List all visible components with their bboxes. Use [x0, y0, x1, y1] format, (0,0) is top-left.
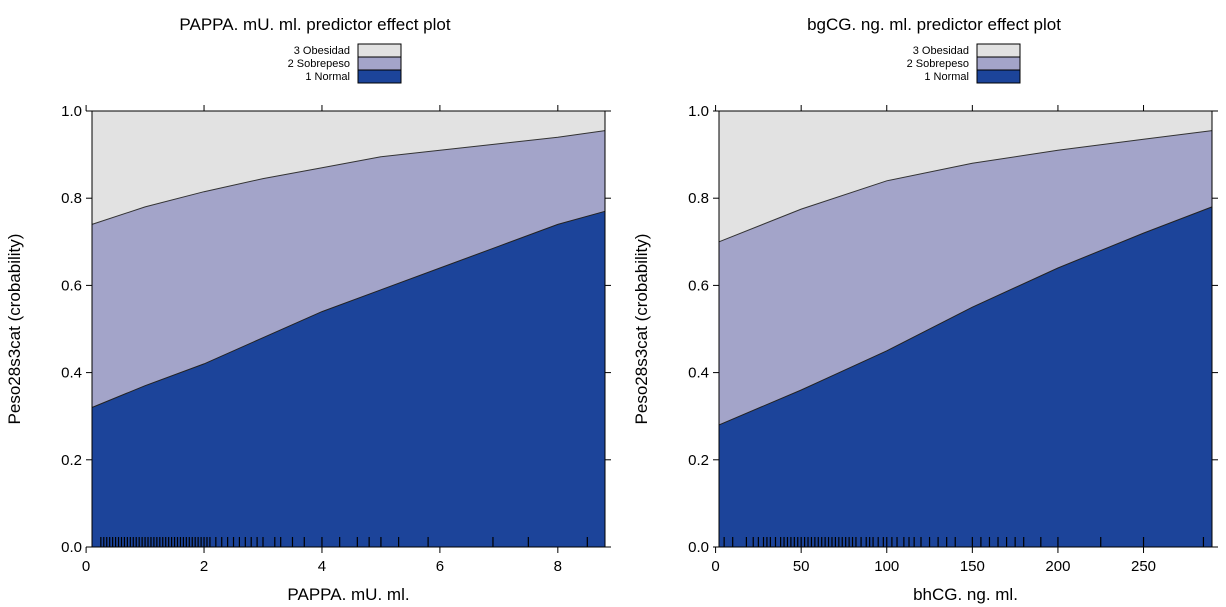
y-tick-label: 0.8	[688, 190, 709, 207]
legend-label: 2 Sobrepeso	[907, 58, 969, 70]
legend-label: 1 Normal	[305, 71, 350, 83]
x-axis-label: PAPPA. mU. ml.	[287, 585, 409, 604]
y-axis-label: Peso28s3cat (crobability)	[632, 234, 651, 425]
y-tick-label: 0.0	[61, 539, 82, 556]
y-tick-label: 0.4	[61, 365, 82, 382]
x-tick-label: 4	[318, 558, 326, 575]
x-tick-label: 250	[1131, 558, 1156, 575]
y-tick-label: 0.6	[61, 277, 82, 294]
legend-label: 3 Obesidad	[913, 45, 969, 57]
x-tick-label: 100	[874, 558, 899, 575]
legend-swatch	[357, 56, 402, 71]
legend-swatch	[976, 43, 1021, 58]
x-tick-label: 150	[960, 558, 985, 575]
chart-title: bgCG. ng. ml. predictor effect plot	[807, 15, 1061, 34]
boundary-sobrepeso	[91, 130, 606, 225]
x-tick-label: 200	[1045, 558, 1070, 575]
x-tick-label: 6	[436, 558, 444, 575]
boundary-normal	[718, 206, 1213, 426]
legend-swatch	[357, 43, 402, 58]
legend-label: 1 Normal	[924, 71, 969, 83]
boundary-sobrepeso	[718, 130, 1213, 243]
legend-swatch	[976, 69, 1021, 84]
area-normal	[719, 206, 1212, 547]
plot-frame	[718, 110, 1213, 548]
legend-swatch	[976, 56, 1021, 71]
boundary-normal	[91, 210, 606, 408]
x-tick-label: 0	[82, 558, 90, 575]
x-tick-label: 8	[554, 558, 562, 575]
panel-1: PAPPA. mU. ml. predictor effect plot 3 Ob…	[5, 15, 611, 604]
plot-frame	[91, 110, 606, 548]
x-tick-label: 50	[793, 558, 810, 575]
legend-swatch	[357, 69, 402, 84]
y-tick-label: 0.4	[688, 365, 709, 382]
legend-label: 2 Sobrepeso	[288, 58, 350, 70]
legend-label: 3 Obesidad	[294, 45, 350, 57]
chart-title: PAPPA. mU. ml. predictor effect plot	[179, 15, 450, 34]
area-normal	[92, 211, 605, 548]
y-tick-label: 0.8	[61, 190, 82, 207]
x-tick-label: 0	[711, 558, 719, 575]
y-axis-label: Peso28s3cat (crobability)	[5, 234, 24, 425]
y-tick-label: 0.6	[688, 277, 709, 294]
y-tick-label: 0.0	[688, 539, 709, 556]
panel-2: bgCG. ng. ml. predictor effect plot 3 Obe…	[632, 15, 1218, 604]
rug	[723, 537, 1205, 547]
rug	[100, 537, 588, 547]
y-tick-label: 0.2	[61, 452, 82, 469]
y-tick-label: 1.0	[688, 103, 709, 120]
x-axis-label: bhCG. ng. ml.	[913, 585, 1018, 604]
y-tick-label: 1.0	[61, 103, 82, 120]
y-tick-label: 0.2	[688, 452, 709, 469]
x-tick-label: 2	[200, 558, 208, 575]
